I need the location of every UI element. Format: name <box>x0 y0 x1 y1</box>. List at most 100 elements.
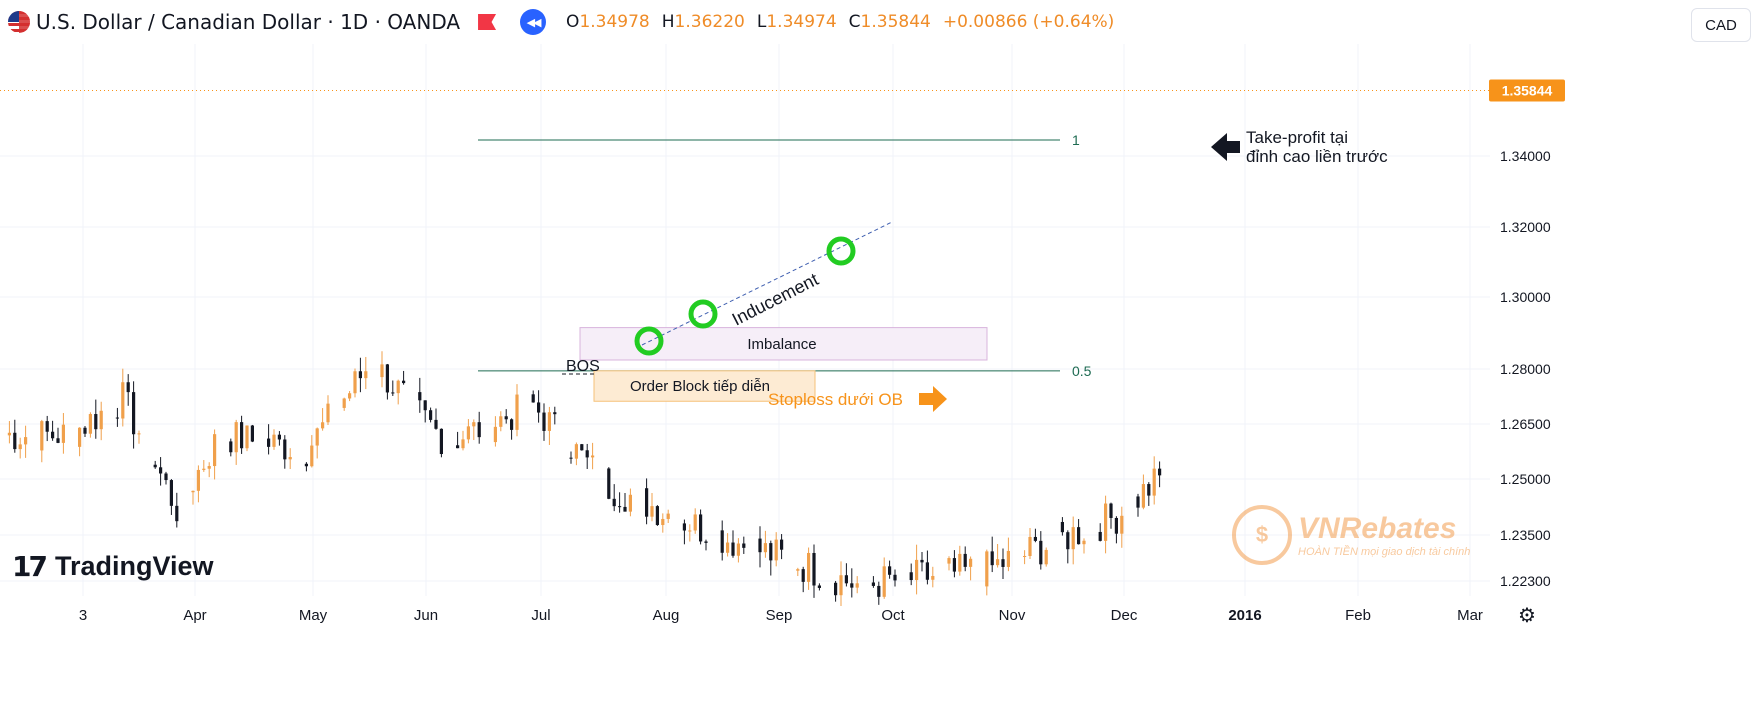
y-axis: 1.34000 1.32000 1.30000 1.28000 1.26500 1.250… <box>1489 79 1565 589</box>
candle-body <box>871 582 875 586</box>
candle-body <box>920 559 924 563</box>
currency-button[interactable]: CAD <box>1691 8 1751 42</box>
candle-body <box>682 523 686 531</box>
candle-body <box>736 543 740 556</box>
candle-body <box>817 585 821 588</box>
candle-body <box>537 402 541 413</box>
candle-body <box>607 468 611 499</box>
x-tick-label: 2016 <box>1228 607 1261 624</box>
candle-body <box>839 575 843 596</box>
candle-body <box>661 518 665 526</box>
candle-body <box>1071 527 1075 550</box>
candle-body <box>353 371 357 394</box>
candle-body <box>99 410 103 430</box>
candle-body <box>666 513 670 519</box>
candle-body <box>321 422 325 429</box>
candle-body <box>418 392 422 401</box>
tradingview-wordmark: TradingView <box>54 551 214 581</box>
candle-body <box>704 541 708 543</box>
candle-body <box>812 552 816 586</box>
candle-body <box>985 551 989 587</box>
candle-body <box>493 426 497 443</box>
settings-gear-icon[interactable]: ⚙ <box>1518 605 1536 627</box>
y-tick-label: 1.26500 <box>1500 416 1551 432</box>
candle-body <box>1082 540 1086 545</box>
candle-body <box>364 371 368 379</box>
candle-body <box>1028 536 1032 556</box>
candle-body <box>628 494 632 512</box>
x-tick-label: Apr <box>183 607 206 624</box>
candle-body <box>1006 550 1010 567</box>
candle-body <box>45 421 49 432</box>
candle-body <box>1152 468 1156 496</box>
take-profit-label-1: Take-profit tại <box>1246 128 1348 147</box>
candle-body <box>153 464 157 468</box>
candle-body <box>958 553 962 572</box>
x-tick-label: Feb <box>1345 607 1371 624</box>
flag-marker-icon[interactable] <box>478 14 497 30</box>
tradingview-logo[interactable]: 17 TradingView <box>12 550 214 583</box>
candle-body <box>650 506 654 517</box>
candle-body <box>925 562 929 580</box>
take-profit-label-2: đỉnh cao liền trước <box>1246 147 1388 166</box>
bos-label: BOS <box>566 358 600 375</box>
x-tick-label: Nov <box>999 607 1026 624</box>
ohlc-open: O1.34978 <box>566 12 650 32</box>
candle-body <box>915 559 919 581</box>
candle-body <box>477 422 481 438</box>
candle-body <box>169 480 173 506</box>
candle-body <box>213 434 217 467</box>
candle-body <box>1136 496 1140 508</box>
liquidity-ring-1 <box>688 299 718 329</box>
stoploss-label: Stoploss dưới OB <box>768 390 903 409</box>
candle-body <box>499 416 503 427</box>
candle-body <box>88 414 92 434</box>
y-tick-label: 1.34000 <box>1500 148 1551 164</box>
x-tick-label: Oct <box>881 607 905 624</box>
y-tick-label: 1.30000 <box>1500 289 1551 305</box>
candle-body <box>645 488 649 517</box>
last-price-label: 1.35844 <box>1502 83 1553 99</box>
x-axis: 3 Apr May Jun Jul Aug Sep Oct Nov Dec 2016 Feb Mar <box>79 607 1483 624</box>
x-tick-label: 3 <box>79 607 87 624</box>
candle-body <box>569 457 573 459</box>
vnrebates-coin-icon: $ <box>1232 505 1292 565</box>
candle-body <box>1158 468 1162 476</box>
candle-body <box>24 437 28 445</box>
ohlc-low: L1.34974 <box>756 12 837 32</box>
candle-body <box>769 543 773 561</box>
candle-body <box>1066 532 1070 550</box>
candle-body <box>310 445 314 467</box>
candle-body <box>456 445 460 449</box>
candle-body <box>882 566 886 597</box>
candle-body <box>18 444 22 450</box>
y-tick-label: 1.28000 <box>1500 361 1551 377</box>
symbol-title[interactable]: U.S. Dollar / Canadian Dollar · 1D · OAN… <box>36 10 461 34</box>
candle-body <box>1114 517 1118 534</box>
order-block-box <box>593 370 816 402</box>
candle-body <box>731 542 735 556</box>
y-tick-label: 1.32000 <box>1500 219 1551 235</box>
candle-body <box>780 539 784 550</box>
candle-body <box>175 505 179 522</box>
usd-cad-flag-icon <box>8 11 30 33</box>
candle-body <box>94 414 98 430</box>
candle-body <box>277 434 281 440</box>
candle-body <box>618 506 622 508</box>
x-tick-label: Mar <box>1457 607 1483 624</box>
liquidity-ring-2 <box>826 236 856 266</box>
grid-lines <box>0 44 1490 596</box>
imbalance-label: Imbalance <box>747 336 816 353</box>
candle-body <box>234 422 238 453</box>
candle-body <box>229 441 233 453</box>
vnrebates-name: VNRebates <box>1298 512 1457 545</box>
candle-body <box>466 426 470 440</box>
candle-body <box>348 393 352 399</box>
candle-body <box>963 553 967 567</box>
x-tick-label: May <box>299 607 328 624</box>
rewind-icon[interactable]: ◀◀ <box>520 9 547 35</box>
candle-body <box>380 364 384 378</box>
candle-body <box>78 427 82 447</box>
liquidity-ring-0 <box>634 326 664 356</box>
